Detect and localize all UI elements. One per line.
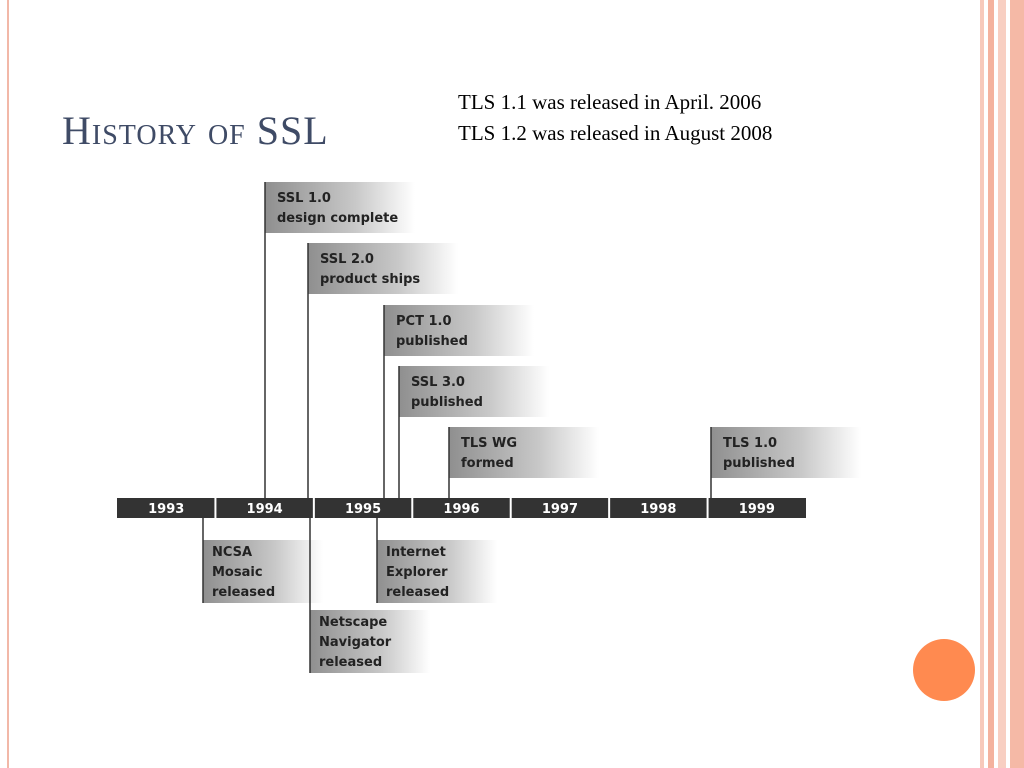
event-label: released (212, 585, 275, 600)
event-box (399, 366, 549, 417)
event-label: PCT 1.0 (396, 314, 452, 329)
year-label: 1998 (640, 502, 676, 517)
event-label: Navigator (319, 635, 392, 650)
stripe (998, 0, 1006, 768)
event-label: SSL 3.0 (411, 375, 465, 390)
event-label: formed (461, 456, 514, 471)
year-label: 1993 (148, 502, 184, 517)
event-box (308, 243, 458, 294)
event-label: published (396, 334, 468, 349)
event-label: SSL 1.0 (277, 191, 331, 206)
event-box (711, 427, 861, 478)
year-label: 1994 (247, 502, 283, 517)
event-label: published (723, 456, 795, 471)
event-label: published (411, 395, 483, 410)
event-label: Netscape (319, 615, 387, 630)
stripe (1010, 0, 1024, 768)
event-box (384, 305, 534, 356)
year-label: 1995 (345, 502, 381, 517)
event-label: TLS WG (461, 436, 517, 451)
stripe (988, 0, 994, 768)
event-box (265, 182, 415, 233)
stripe (980, 0, 984, 768)
year-label: 1996 (443, 502, 479, 517)
timeline: 1993 1994 1995 1996 1997 1998 1999 SSL 1.0 desig… (117, 182, 861, 673)
decor-circle (913, 639, 975, 701)
event-label: Internet (386, 545, 446, 560)
note: TLS 1.2 was released in August 2008 (458, 121, 772, 145)
title: History of SSL (62, 108, 329, 153)
event-label: Mosaic (212, 565, 263, 580)
event-label: SSL 2.0 (320, 252, 374, 267)
timeline-bar (117, 498, 806, 518)
note: TLS 1.1 was released in April. 2006 (458, 90, 761, 114)
event-label: released (386, 585, 449, 600)
event-box (449, 427, 599, 478)
event-box (203, 540, 323, 603)
event-label: design complete (277, 211, 398, 226)
event-label: product ships (320, 272, 420, 287)
event-label: TLS 1.0 (723, 436, 777, 451)
event-label: released (319, 655, 382, 670)
event-box (310, 610, 430, 673)
year-label: 1997 (542, 502, 578, 517)
event-label: Explorer (386, 565, 448, 580)
event-label: NCSA (212, 545, 252, 560)
event-box (377, 540, 497, 603)
year-label: 1999 (739, 502, 775, 517)
